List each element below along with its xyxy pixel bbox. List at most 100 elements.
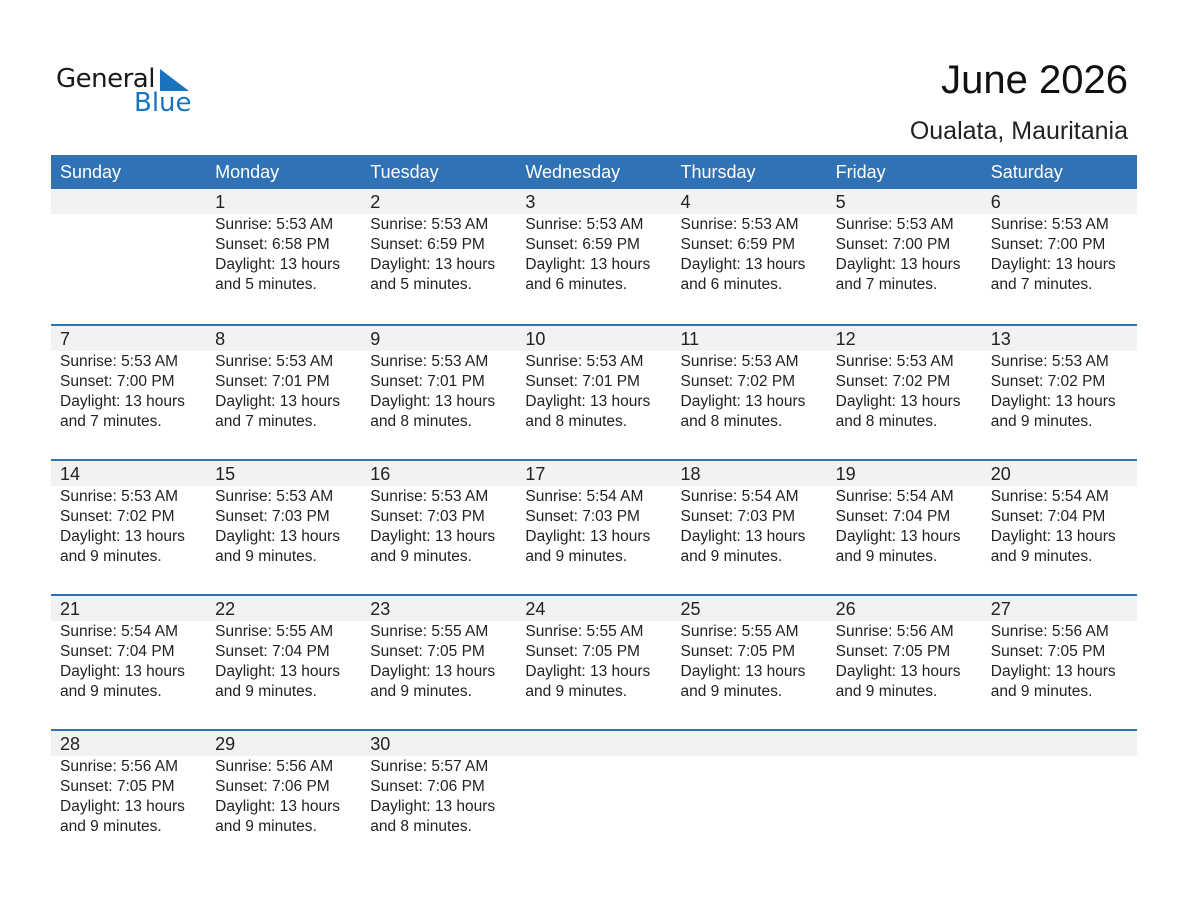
minutes-text: and 6 minutes.	[525, 276, 628, 293]
daylight-text: Daylight: 13 hours	[60, 798, 185, 815]
week-row: 14 Sunrise: 5:53 AM Sunset: 7:02 PM Dayligh…	[51, 459, 1137, 594]
daylight-text: Daylight: 13 hours	[215, 393, 341, 410]
calendar-grid: Sunday Monday Tuesday Wednesday Thursday Frid…	[51, 155, 1137, 864]
sunrise-text: Sunrise: 5:55 AM	[680, 623, 799, 640]
day-cell: 25 Sunrise: 5:55 AM Sunset: 7:05 PM Dayligh…	[672, 596, 827, 702]
sunrise-text: Sunrise: 5:53 AM	[990, 353, 1109, 370]
sunrise-text: Sunrise: 5:56 AM	[60, 758, 179, 775]
day-cell: 23 Sunrise: 5:55 AM Sunset: 7:05 PM Dayligh…	[361, 596, 516, 702]
day-number: 18	[680, 464, 701, 484]
sunset-text: Sunset: 7:03 PM	[680, 508, 796, 525]
weekday-header: Sunday Monday Tuesday Wednesday Thursday Frid…	[51, 155, 1137, 189]
sunset-text: Sunset: 7:02 PM	[60, 508, 175, 525]
minutes-text: and 9 minutes.	[680, 548, 783, 565]
weekday-sunday: Sunday	[60, 162, 122, 182]
sunrise-text: Sunrise: 5:53 AM	[525, 353, 644, 370]
day-details: Sunrise: 5:53 AM Sunset: 7:01 PM Daylight:…	[525, 351, 671, 432]
day-cell: 2 Sunrise: 5:53 AM Sunset: 6:59 PM Daylight…	[361, 189, 516, 295]
sunrise-text: Sunrise: 5:54 AM	[680, 488, 799, 505]
day-details: Sunrise: 5:55 AM Sunset: 7:05 PM Daylight:…	[525, 621, 671, 702]
day-number: 27	[990, 599, 1011, 619]
day-details: Sunrise: 5:55 AM Sunset: 7:05 PM Daylight:…	[370, 621, 516, 702]
general-blue-logo: General Blue	[56, 64, 196, 120]
empty-day-cell	[827, 731, 982, 837]
day-details: Sunrise: 5:53 AM Sunset: 7:02 PM Daylight:…	[60, 486, 206, 567]
daylight-text: Daylight: 13 hours	[990, 256, 1116, 273]
daylight-text: Daylight: 13 hours	[60, 528, 185, 545]
sunset-text: Sunset: 7:01 PM	[215, 373, 330, 390]
sunrise-text: Sunrise: 5:56 AM	[990, 623, 1109, 640]
day-cell: 14 Sunrise: 5:53 AM Sunset: 7:02 PM Dayligh…	[51, 461, 206, 567]
day-details: Sunrise: 5:54 AM Sunset: 7:03 PM Daylight:…	[681, 486, 827, 567]
daylight-text: Daylight: 13 hours	[370, 798, 496, 815]
weekday-tuesday: Tuesday	[370, 162, 439, 182]
sunrise-text: Sunrise: 5:55 AM	[370, 623, 489, 640]
day-details: Sunrise: 5:53 AM Sunset: 7:01 PM Daylight:…	[215, 351, 361, 432]
minutes-text: and 9 minutes.	[215, 548, 317, 565]
day-details: Sunrise: 5:53 AM Sunset: 7:00 PM Daylight:…	[991, 214, 1137, 295]
sunset-text: Sunset: 6:59 PM	[680, 236, 796, 253]
week-row: 7 Sunrise: 5:53 AM Sunset: 7:00 PM Daylight…	[51, 324, 1137, 459]
day-cell: 1 Sunrise: 5:53 AM Sunset: 6:58 PM Daylight…	[206, 189, 361, 295]
minutes-text: and 9 minutes.	[60, 548, 162, 565]
day-number: 5	[835, 192, 846, 212]
day-cell: 28 Sunrise: 5:56 AM Sunset: 7:05 PM Dayligh…	[51, 731, 206, 837]
sunset-text: Sunset: 7:04 PM	[60, 643, 175, 660]
daylight-text: Daylight: 13 hours	[990, 528, 1116, 545]
day-details: Sunrise: 5:53 AM Sunset: 6:58 PM Daylight:…	[215, 214, 361, 295]
day-cell: 5 Sunrise: 5:53 AM Sunset: 7:00 PM Daylight…	[827, 189, 982, 295]
sunrise-text: Sunrise: 5:53 AM	[215, 488, 334, 505]
sunset-text: Sunset: 7:05 PM	[680, 643, 796, 660]
minutes-text: and 9 minutes.	[370, 548, 472, 565]
minutes-text: and 7 minutes.	[835, 276, 938, 293]
minutes-text: and 9 minutes.	[990, 548, 1093, 565]
day-number: 17	[525, 464, 546, 484]
day-number-band	[51, 461, 1137, 486]
day-cell: 3 Sunrise: 5:53 AM Sunset: 6:59 PM Daylight…	[516, 189, 671, 295]
week-cells: 14 Sunrise: 5:53 AM Sunset: 7:02 PM Dayligh…	[51, 461, 1137, 567]
sunset-text: Sunset: 7:00 PM	[990, 236, 1106, 253]
day-details: Sunrise: 5:54 AM Sunset: 7:04 PM Daylight:…	[991, 486, 1137, 567]
logo-word-blue: Blue	[134, 88, 192, 118]
weekday-saturday: Saturday	[990, 162, 1063, 182]
day-number: 25	[680, 599, 701, 619]
sunrise-text: Sunrise: 5:53 AM	[370, 488, 489, 505]
sunset-text: Sunset: 7:01 PM	[370, 373, 485, 390]
day-details: Sunrise: 5:53 AM Sunset: 7:00 PM Daylight:…	[836, 214, 982, 295]
weekday-wednesday: Wednesday	[525, 162, 621, 182]
week-row: 28 Sunrise: 5:56 AM Sunset: 7:05 PM Dayligh…	[51, 729, 1137, 864]
weekday-friday: Friday	[835, 162, 886, 182]
day-number: 23	[370, 599, 391, 619]
sunrise-text: Sunrise: 5:55 AM	[215, 623, 334, 640]
day-cell: 22 Sunrise: 5:55 AM Sunset: 7:04 PM Dayligh…	[206, 596, 361, 702]
day-cell: 29 Sunrise: 5:56 AM Sunset: 7:06 PM Dayligh…	[206, 731, 361, 837]
minutes-text: and 5 minutes.	[215, 276, 317, 293]
daylight-text: Daylight: 13 hours	[215, 663, 341, 680]
sunrise-text: Sunrise: 5:53 AM	[370, 216, 489, 233]
minutes-text: and 6 minutes.	[680, 276, 783, 293]
weekday-monday: Monday	[215, 162, 280, 182]
minutes-text: and 9 minutes.	[60, 818, 162, 835]
week-row: 1 Sunrise: 5:53 AM Sunset: 6:58 PM Daylight…	[51, 189, 1137, 324]
sunset-text: Sunset: 7:04 PM	[215, 643, 330, 660]
daylight-text: Daylight: 13 hours	[680, 663, 806, 680]
sunset-text: Sunset: 7:05 PM	[835, 643, 951, 660]
day-details: Sunrise: 5:53 AM Sunset: 6:59 PM Daylight:…	[370, 214, 516, 295]
day-number: 29	[215, 734, 236, 754]
daylight-text: Daylight: 13 hours	[525, 256, 651, 273]
sunrise-text: Sunrise: 5:53 AM	[370, 353, 489, 370]
day-number-band	[51, 731, 1137, 756]
sunset-text: Sunset: 7:05 PM	[990, 643, 1106, 660]
daylight-text: Daylight: 13 hours	[525, 393, 651, 410]
sunset-text: Sunset: 7:03 PM	[525, 508, 640, 525]
daylight-text: Daylight: 13 hours	[525, 528, 651, 545]
sunrise-text: Sunrise: 5:57 AM	[370, 758, 489, 775]
daylight-text: Daylight: 13 hours	[835, 256, 961, 273]
day-cell: 16 Sunrise: 5:53 AM Sunset: 7:03 PM Dayligh…	[361, 461, 516, 567]
day-details: Sunrise: 5:55 AM Sunset: 7:04 PM Daylight:…	[215, 621, 361, 702]
daylight-text: Daylight: 13 hours	[680, 528, 806, 545]
minutes-text: and 9 minutes.	[990, 413, 1093, 430]
weeks: 1 Sunrise: 5:53 AM Sunset: 6:58 PM Daylight…	[51, 189, 1137, 864]
sunset-text: Sunset: 7:05 PM	[60, 778, 175, 795]
